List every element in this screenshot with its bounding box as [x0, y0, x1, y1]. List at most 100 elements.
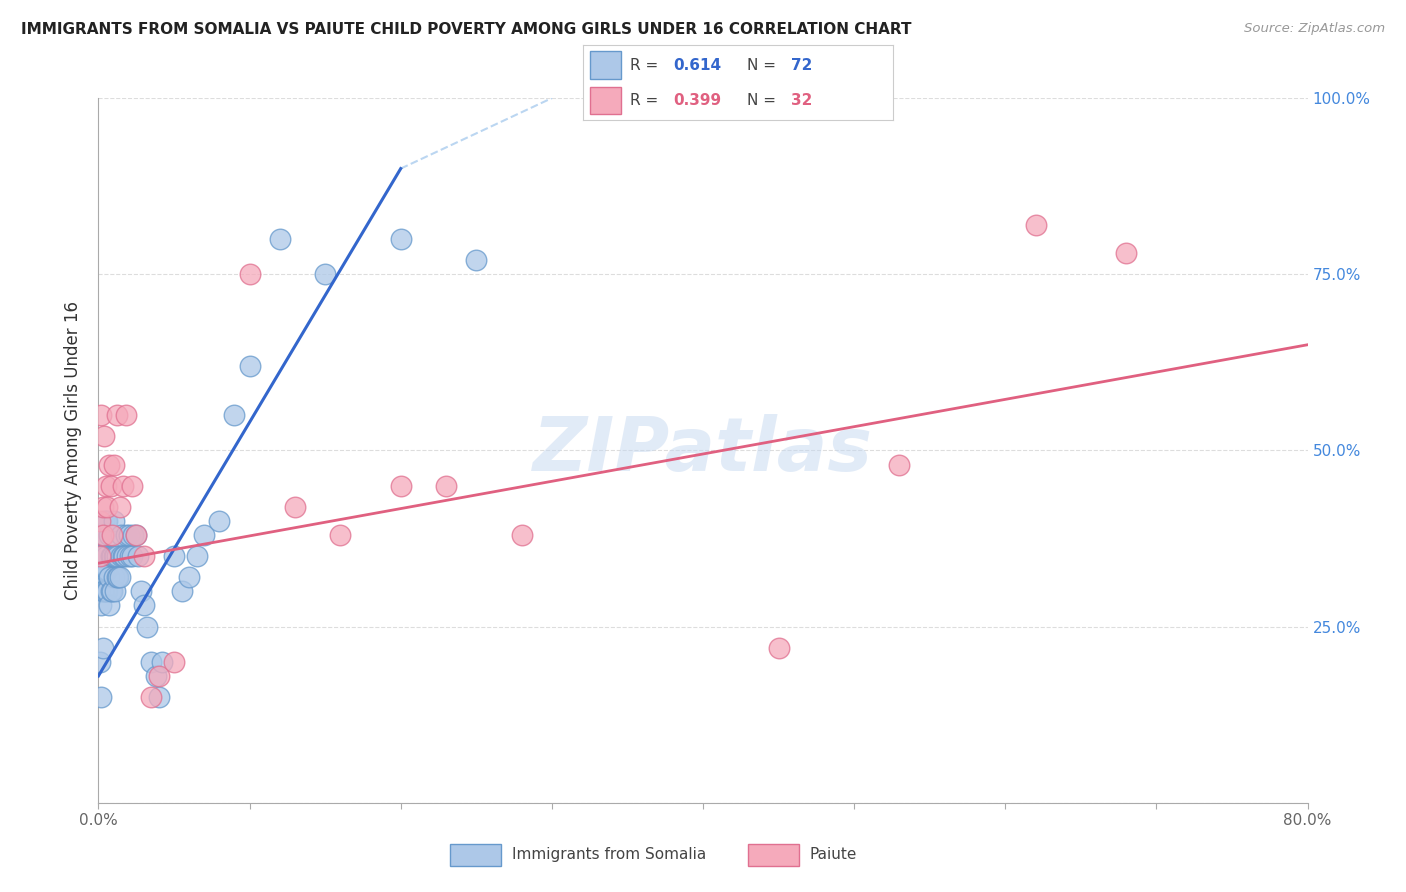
Point: [148, 690, 170, 705]
Point: [112, 549, 135, 564]
Point: [389, 232, 412, 246]
Point: [132, 549, 155, 564]
Point: [93, 528, 115, 542]
Point: [90, 528, 112, 542]
Point: [94, 478, 117, 492]
Point: [141, 690, 163, 705]
Point: [100, 549, 122, 564]
Point: [90, 408, 112, 422]
Point: [96, 514, 118, 528]
Point: [91, 584, 114, 599]
Point: [269, 232, 291, 246]
Point: [1115, 246, 1137, 260]
Point: [100, 478, 122, 492]
Point: [111, 478, 134, 492]
Point: [94, 514, 117, 528]
Point: [193, 528, 215, 542]
Point: [101, 549, 124, 564]
Point: [104, 584, 127, 599]
Point: [120, 549, 142, 564]
Point: [889, 458, 911, 472]
Text: N =: N =: [748, 58, 782, 72]
Point: [389, 478, 412, 492]
Text: Immigrants from Somalia: Immigrants from Somalia: [512, 847, 706, 862]
Point: [186, 549, 208, 564]
Point: [127, 549, 149, 564]
Point: [121, 549, 143, 564]
Point: [125, 528, 148, 542]
Point: [103, 549, 125, 564]
Point: [89, 584, 111, 599]
Point: [91, 528, 114, 542]
Point: [96, 500, 118, 514]
Point: [114, 408, 136, 422]
Point: [104, 549, 127, 564]
Point: [118, 528, 141, 542]
Text: ZIPatlas: ZIPatlas: [533, 414, 873, 487]
Point: [94, 584, 117, 599]
Point: [105, 408, 128, 422]
Text: 0.399: 0.399: [673, 93, 721, 108]
Point: [89, 514, 111, 528]
Point: [163, 549, 186, 564]
Text: R =: R =: [630, 93, 664, 108]
Point: [93, 429, 115, 443]
Point: [314, 268, 336, 282]
Point: [150, 655, 173, 669]
Text: IMMIGRANTS FROM SOMALIA VS PAIUTE CHILD POVERTY AMONG GIRLS UNDER 16 CORRELATION: IMMIGRANTS FROM SOMALIA VS PAIUTE CHILD …: [21, 22, 911, 37]
Y-axis label: Child Poverty Among Girls Under 16: Child Poverty Among Girls Under 16: [65, 301, 83, 600]
Point: [89, 655, 111, 669]
Point: [89, 549, 111, 564]
Point: [93, 563, 115, 577]
Text: 0.614: 0.614: [673, 58, 721, 72]
Point: [329, 528, 352, 542]
Point: [96, 584, 118, 599]
Point: [125, 528, 148, 542]
Text: N =: N =: [748, 93, 782, 108]
Point: [91, 500, 114, 514]
Point: [148, 669, 170, 683]
Point: [208, 514, 231, 528]
Point: [98, 528, 121, 542]
Point: [108, 570, 131, 584]
Point: [224, 408, 246, 422]
Point: [110, 528, 132, 542]
Point: [239, 359, 262, 373]
Point: [91, 549, 114, 564]
Point: [90, 599, 112, 613]
Point: [105, 549, 128, 564]
Point: [93, 584, 115, 599]
Point: [239, 268, 262, 282]
Point: [103, 514, 125, 528]
Point: [110, 549, 132, 564]
Point: [89, 528, 111, 542]
FancyBboxPatch shape: [450, 844, 501, 866]
Text: R =: R =: [630, 58, 664, 72]
Point: [135, 619, 157, 633]
Point: [89, 563, 111, 577]
Text: Paiute: Paiute: [810, 847, 858, 862]
Point: [96, 563, 118, 577]
Point: [132, 599, 155, 613]
Point: [90, 549, 112, 564]
Point: [434, 478, 457, 492]
Point: [284, 500, 307, 514]
Point: [107, 570, 129, 584]
Point: [98, 570, 121, 584]
Point: [111, 549, 134, 564]
Point: [90, 690, 112, 705]
Point: [98, 458, 121, 472]
Point: [101, 528, 124, 542]
Point: [1024, 218, 1046, 232]
Point: [105, 570, 128, 584]
Point: [465, 253, 488, 268]
Point: [145, 669, 167, 683]
Point: [98, 599, 121, 613]
Point: [91, 640, 114, 655]
Point: [93, 514, 115, 528]
Point: [163, 655, 186, 669]
Point: [768, 640, 790, 655]
Point: [122, 528, 145, 542]
Point: [94, 563, 117, 577]
Point: [103, 570, 125, 584]
